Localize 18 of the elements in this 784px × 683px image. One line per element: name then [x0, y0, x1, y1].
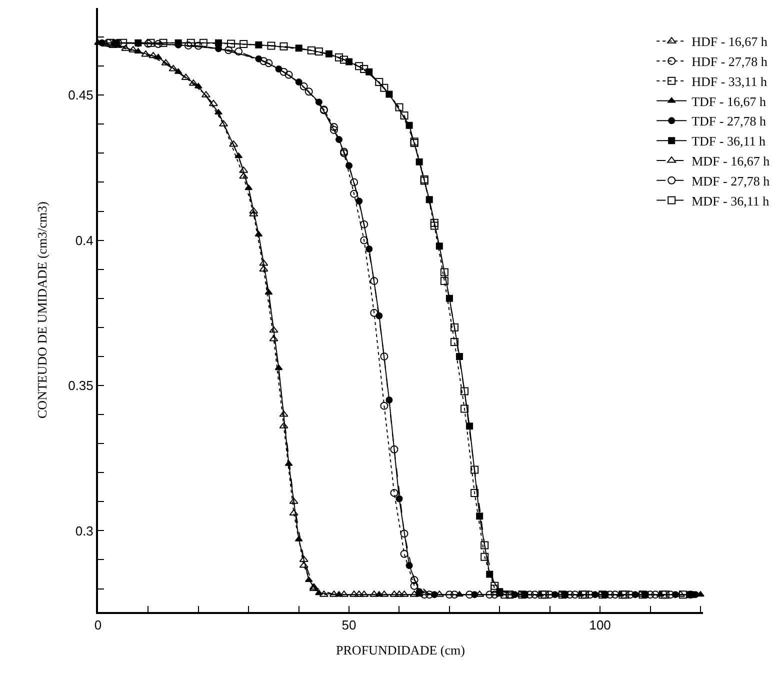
- legend-label: MDF - 36,11 h: [692, 193, 770, 208]
- x-tick-label: 50: [342, 618, 356, 633]
- legend-label: MDF - 27,78 h: [692, 173, 770, 188]
- x-tick-label: 0: [94, 618, 102, 633]
- legend-label: MDF - 16,67 h: [692, 154, 770, 169]
- y-tick-label: 0.3: [75, 523, 94, 538]
- y-tick-label: 0.4: [75, 232, 94, 248]
- y-axis-title: CONTEUDO DE UMIDADE (cm3/cm3): [34, 202, 50, 418]
- y-tick-label: 0.45: [68, 88, 94, 103]
- legend-label: TDF - 16,67 h: [692, 94, 766, 109]
- y-tick-label: 0.35: [68, 378, 94, 394]
- legend-label: HDF - 33,11 h: [692, 74, 768, 89]
- legend-label: HDF - 16,67 h: [692, 34, 768, 50]
- legend-label: HDF - 27,78 h: [692, 54, 768, 70]
- legend-label: TDF - 27,78 h: [692, 114, 766, 129]
- x-tick-label: 100: [589, 618, 611, 633]
- legend-label: TDF - 36,11 h: [692, 134, 766, 149]
- x-axis-title: PROFUNDIDADE (cm): [336, 642, 465, 658]
